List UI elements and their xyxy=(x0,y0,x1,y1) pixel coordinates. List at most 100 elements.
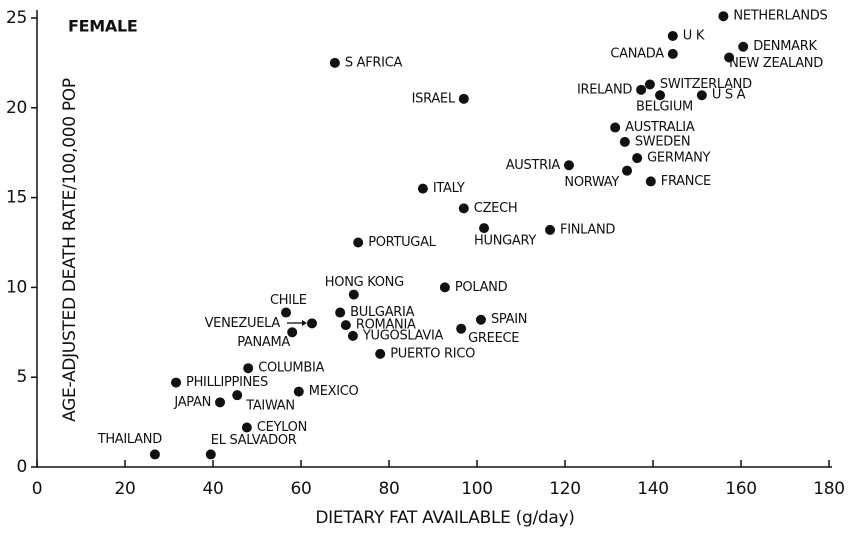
point-label: SWITZERLAND xyxy=(660,77,752,92)
y-tick-label: 0 xyxy=(16,457,27,477)
point-label: DENMARK xyxy=(753,39,817,54)
point xyxy=(241,422,252,433)
arrow-head xyxy=(302,320,307,326)
point xyxy=(215,397,226,408)
point-label: U K xyxy=(683,28,705,43)
point-label: FRANCE xyxy=(661,174,711,189)
x-tick-label: 20 xyxy=(114,479,135,499)
point xyxy=(636,84,647,95)
point xyxy=(293,386,304,397)
y-tick-label: 15 xyxy=(6,188,27,208)
point-label: ITALY xyxy=(433,181,465,196)
point xyxy=(439,282,450,293)
point xyxy=(458,203,469,214)
point xyxy=(644,79,655,90)
point-label: S AFRICA xyxy=(345,55,403,70)
x-tick-label: 120 xyxy=(549,479,581,499)
point-label: BELGIUM xyxy=(636,100,693,115)
point xyxy=(329,57,340,68)
point xyxy=(645,176,656,187)
point-label: CANADA xyxy=(610,46,664,61)
point-label: JAPAN xyxy=(173,395,211,410)
point-label: HONG KONG xyxy=(325,275,404,290)
point xyxy=(475,314,486,325)
y-tick-label: 25 xyxy=(6,8,27,28)
point-label: HUNGARY xyxy=(474,234,536,249)
y-axis-label: AGE-ADJUSTED DEATH RATE/100,000 POP xyxy=(60,78,80,422)
point-label: SPAIN xyxy=(491,312,527,327)
point xyxy=(622,165,633,176)
point-label: AUSTRALIA xyxy=(625,120,695,135)
point-label: PUERTO RICO xyxy=(390,346,475,361)
point xyxy=(738,41,749,52)
point xyxy=(149,449,160,460)
x-tick-label: 60 xyxy=(290,479,311,499)
point xyxy=(287,327,298,338)
point-label: GREECE xyxy=(468,331,519,346)
point xyxy=(610,122,621,133)
point-label: FINLAND xyxy=(560,222,615,237)
point-label: AUSTRIA xyxy=(506,158,561,173)
point xyxy=(655,90,666,101)
point xyxy=(347,330,358,341)
x-tick-label: 180 xyxy=(813,479,845,499)
point xyxy=(348,289,359,300)
point-label: COLUMBIA xyxy=(258,361,324,376)
point xyxy=(281,307,292,318)
annotation: FEMALE xyxy=(68,17,138,36)
x-tick-label: 40 xyxy=(202,479,223,499)
point-label: PANAMA xyxy=(237,335,290,350)
point-label: THAILAND xyxy=(97,432,163,447)
point xyxy=(335,307,346,318)
point xyxy=(458,93,469,104)
point-label: YUGOSLAVIA xyxy=(362,328,444,343)
point-label: NETHERLANDS xyxy=(733,9,827,24)
point-label: PORTUGAL xyxy=(368,235,436,250)
point-label: CHILE xyxy=(270,293,307,308)
point-label: MEXICO xyxy=(309,384,359,399)
point xyxy=(456,323,467,334)
point xyxy=(619,136,630,147)
point-label: SWEDEN xyxy=(635,134,690,149)
point xyxy=(632,153,643,164)
point-label: EL SALVADOR xyxy=(211,433,297,448)
point xyxy=(243,363,254,374)
y-tick-label: 5 xyxy=(16,367,27,387)
point xyxy=(375,348,386,359)
point-label: IRELAND xyxy=(577,82,632,97)
point-label: NORWAY xyxy=(564,175,619,190)
point xyxy=(353,237,364,248)
point xyxy=(724,52,735,63)
point xyxy=(479,223,490,234)
x-axis-label: DIETARY FAT AVAILABLE (g/day) xyxy=(315,508,574,528)
point xyxy=(696,90,707,101)
point-label: PHILLIPPINES xyxy=(186,375,268,390)
point xyxy=(171,377,182,388)
point xyxy=(417,183,428,194)
point-label: CEYLON xyxy=(257,420,307,435)
point xyxy=(718,11,729,22)
point xyxy=(563,160,574,171)
y-tick-label: 20 xyxy=(6,98,27,118)
point xyxy=(545,224,556,235)
point-label: BULGARIA xyxy=(350,305,414,320)
point-label: NEW ZEALAND xyxy=(729,56,823,71)
point-label: TAIWAN xyxy=(245,399,295,414)
point-label: POLAND xyxy=(455,280,508,295)
point xyxy=(232,390,243,401)
point-label: ROMANIA xyxy=(356,318,416,333)
y-tick-label: 10 xyxy=(6,277,27,297)
x-tick-label: 140 xyxy=(637,479,669,499)
point xyxy=(667,48,678,59)
x-tick-label: 100 xyxy=(461,479,493,499)
point-label: GERMANY xyxy=(647,151,710,166)
x-tick-label: 160 xyxy=(725,479,757,499)
point-label: U S A xyxy=(712,88,746,103)
point xyxy=(205,449,216,460)
point xyxy=(307,318,317,329)
point-label: VENEZUELA xyxy=(205,316,281,331)
point-label: ISRAEL xyxy=(412,91,456,106)
point xyxy=(667,30,678,41)
x-tick-label: 80 xyxy=(378,479,399,499)
